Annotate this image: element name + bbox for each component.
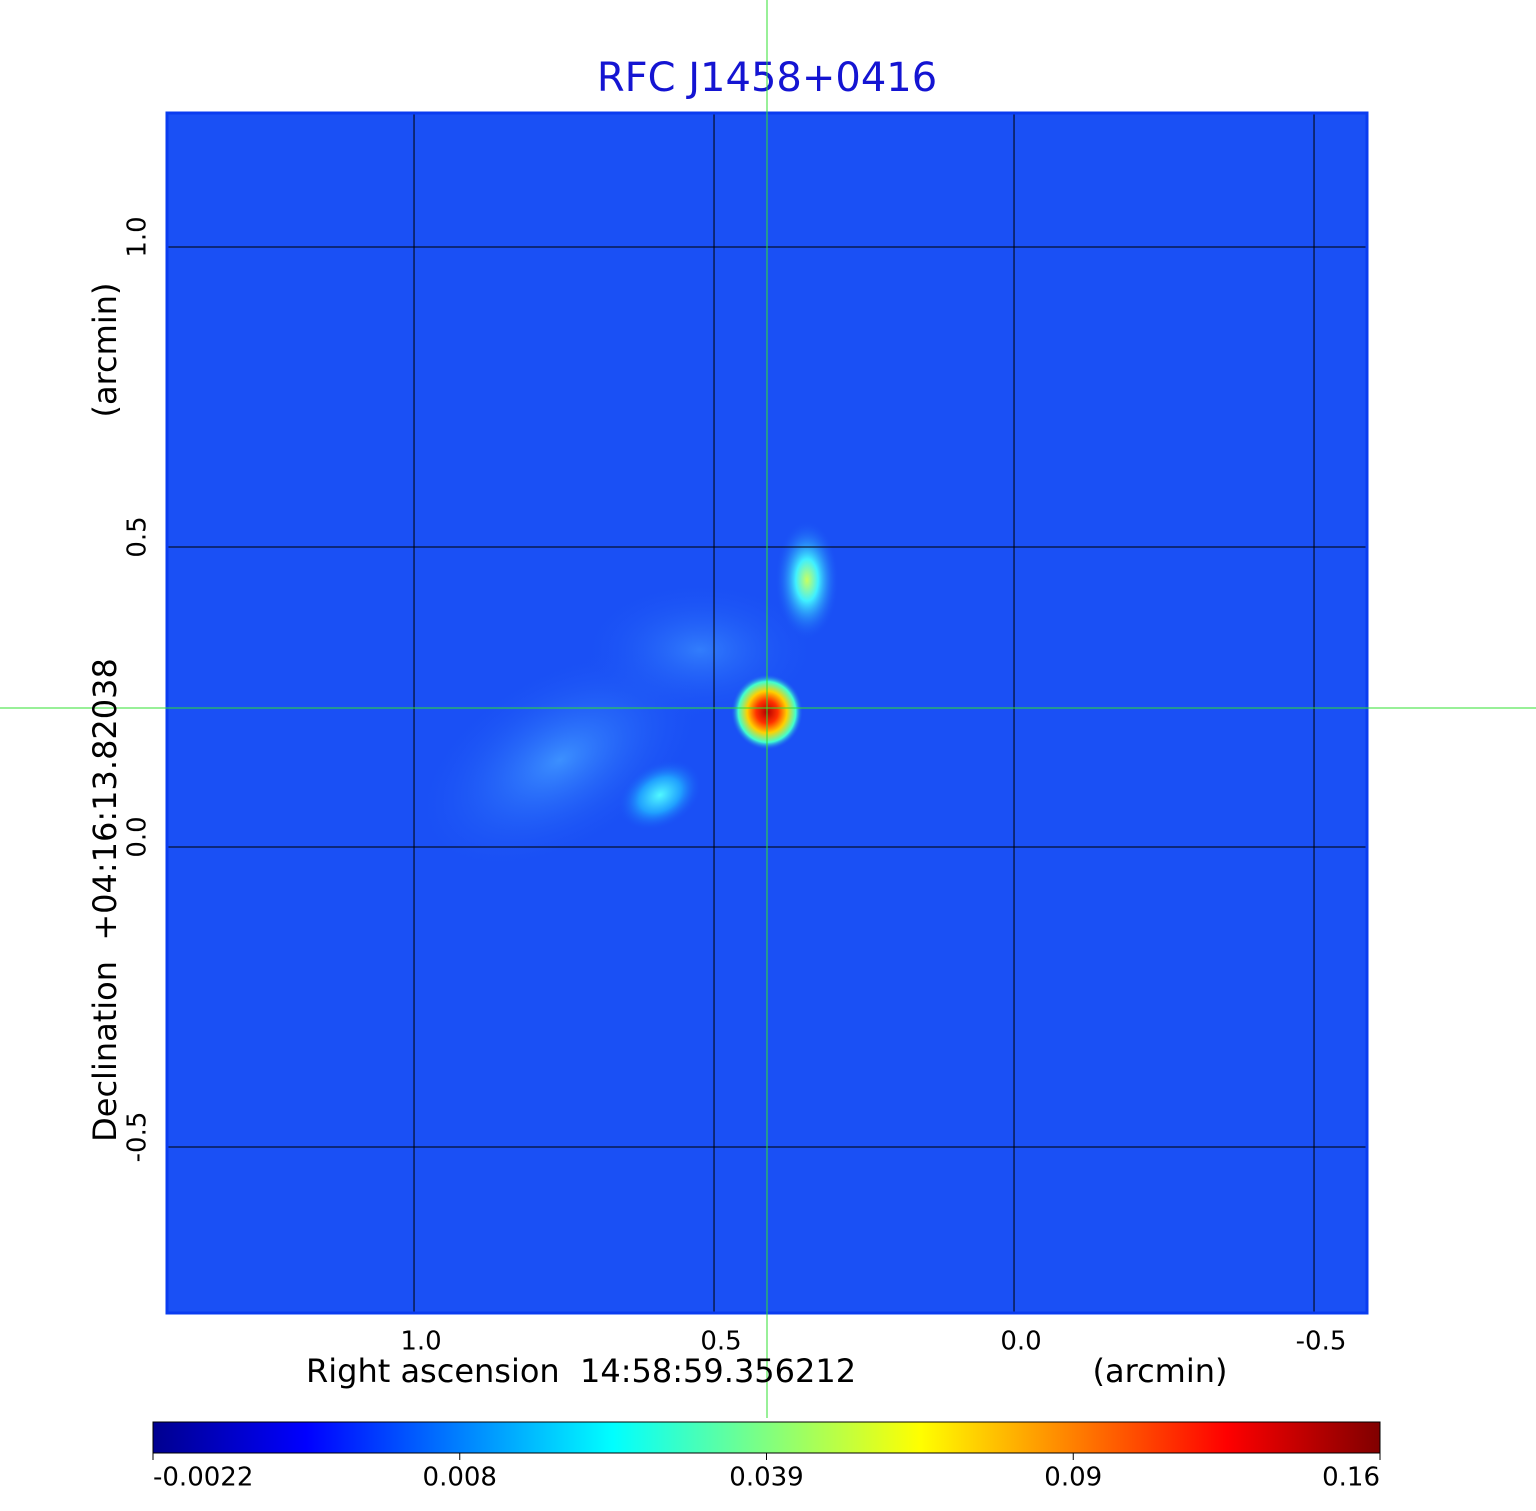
x-axis-label: Right ascension 14:58:59.356212 [306,1352,856,1390]
colorbar-tick-label: 0.008 [423,1463,497,1493]
x-tick-label: 0.5 [700,1327,741,1357]
y-tick-label: -0.5 [123,1112,153,1163]
jet-knot [775,520,839,640]
colorbar-tick-label: 0.09 [1044,1463,1102,1493]
colorbar-tick-label: 0.16 [1322,1463,1380,1493]
y-axis-label: Declination +04:16:13.82038 [86,658,124,1142]
y-axis-unit: (arcmin) [86,283,124,418]
y-tick-label: 0.5 [123,516,153,557]
x-tick-label: 1.0 [400,1327,441,1357]
colorbar [152,1421,1381,1454]
colorbar-tick-label: 0.039 [729,1463,803,1493]
jet-knot [617,759,703,831]
x-tick-label: -0.5 [1296,1327,1347,1357]
colorbar-tick-label: -0.0022 [153,1463,253,1493]
x-tick-label: 0.0 [1000,1327,1041,1357]
x-axis-unit: (arcmin) [1093,1352,1228,1390]
y-tick-label: 0.0 [123,816,153,857]
y-tick-label: 1.0 [123,216,153,257]
